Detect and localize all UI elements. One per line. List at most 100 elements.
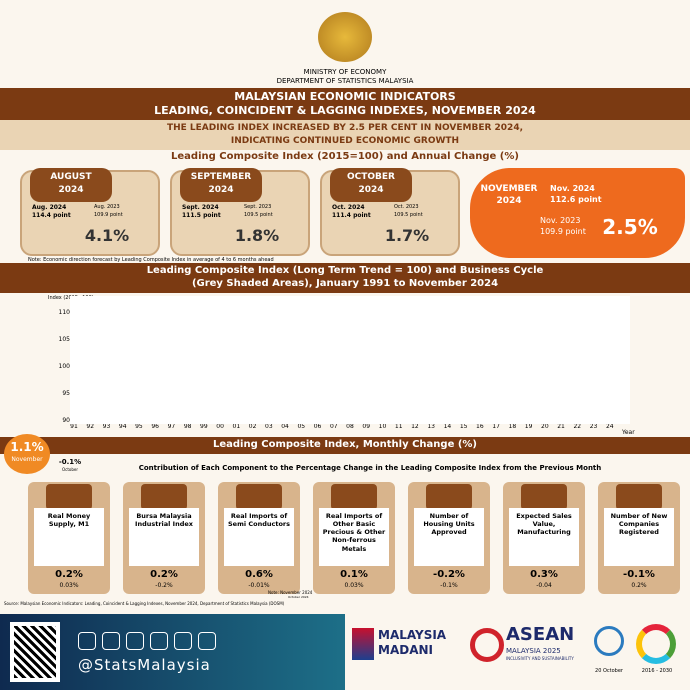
x-tick-label: 22 (573, 423, 581, 430)
component: Bursa Malaysia Industrial Index 0.2% -0.2% (123, 482, 205, 594)
x-tick-label: 91 (70, 423, 78, 430)
stats-day-date: 20 October (595, 668, 623, 674)
x-tick-label: 09 (362, 423, 370, 430)
component-name: Real Imports of Semi Conductors (228, 512, 290, 529)
month: OCTOBER (347, 172, 395, 182)
component-oct: -0.01% (248, 582, 270, 589)
chart-title: (Grey Shaded Areas), January 1991 to Nov… (191, 278, 499, 289)
month: SEPTEMBER (190, 172, 252, 182)
month-tab (330, 168, 412, 202)
component-icon (46, 484, 92, 510)
x-tick-label: 21 (557, 423, 565, 430)
x-tick-label: 20 (541, 423, 549, 430)
x-tick-label: 03 (265, 423, 273, 430)
month-tab (180, 168, 262, 202)
previous-label: Sept. 2023 (244, 204, 272, 210)
x-tick-label: 19 (525, 423, 533, 430)
x-tick-label: 15 (460, 423, 468, 430)
monthly-title: Leading Composite Index, Monthly Change … (212, 439, 477, 450)
component-nov: -0.2% (433, 569, 465, 580)
previous-value: 109.5 point (244, 212, 273, 218)
previous-value: 109.5 point (394, 212, 423, 218)
component: Expected Sales Value, Manufacturing 0.3% -… (503, 482, 585, 594)
x-tick-label: 97 (168, 423, 176, 430)
component-oct: -0.04 (536, 582, 552, 589)
component-name: Real Money Supply, M1 (47, 512, 91, 529)
component-name: Real Imports of Other Basic Precious & O… (322, 512, 386, 553)
oct-value: -0.1% (58, 458, 82, 466)
current-label: Oct. 2024 (332, 204, 365, 211)
asean-sub: MALAYSIA 2025 (506, 647, 561, 655)
title: MALAYSIAN ECONOMIC INDICATORS (234, 90, 456, 103)
component-icon (616, 484, 662, 510)
year: 2024 (208, 185, 234, 195)
social-icon (150, 632, 168, 650)
x-tick-label: 04 (281, 423, 289, 430)
x-tick-label: 05 (297, 423, 305, 430)
x-tick-label: 08 (346, 423, 354, 430)
month-card: SEPTEMBER 2024 Sept. 2024 111.5 point Sept. … (170, 168, 310, 256)
x-tick-label: 17 (492, 423, 500, 430)
component-card (224, 508, 294, 566)
component-card (414, 508, 484, 566)
title: LEADING, COINCIDENT & LAGGING INDEXES, N… (154, 104, 536, 117)
x-tick-label: 14 (444, 423, 452, 430)
contribution-heading: Contribution of Each Component to the Pe… (138, 464, 602, 472)
madani-logo (352, 628, 374, 660)
headline: INDICATING CONTINUED ECONOMIC GROWTH (230, 136, 460, 146)
component-name: Expected Sales Value, Manufacturing (516, 512, 572, 537)
component-card (129, 508, 199, 566)
component-oct: 0.2% (631, 582, 647, 589)
nov-value: 1.1% (10, 440, 44, 454)
previous-value: 109.9 point (94, 212, 123, 218)
x-tick-label: 07 (330, 423, 338, 430)
logo (318, 12, 372, 62)
monthly-band (0, 437, 690, 454)
component-card (509, 508, 579, 566)
asean-logo (470, 628, 504, 662)
annual-change: 1.7% (384, 226, 430, 245)
social-icon (78, 632, 96, 650)
annual-change: 4.1% (84, 226, 130, 245)
component-card (34, 508, 104, 566)
chart-title: Leading Composite Index (Long Term Trend… (146, 265, 544, 276)
title-band (0, 88, 690, 120)
sdg-logo (636, 624, 676, 664)
component-nov: 0.3% (530, 569, 558, 580)
latest-change: 2.5% (602, 215, 658, 239)
component: Number of New Companies Registered -0.1% 0… (598, 482, 680, 594)
social-icon (126, 632, 144, 650)
x-tick-label: 24 (606, 423, 614, 430)
x-tick-label: 10 (379, 423, 387, 430)
x-tick-label: 92 (86, 423, 94, 430)
ministry: MINISTRY OF ECONOMY (303, 68, 387, 76)
madani: MALAYSIA (378, 628, 447, 642)
current-value: 111.4 point (332, 212, 371, 219)
current-label: Aug. 2024 (32, 204, 67, 211)
annual-note: Note: Economic direction forecast by Lea… (28, 257, 274, 263)
month-card: AUGUST 2024 Aug. 2024 114.4 point Aug. 2023 1… (20, 168, 160, 256)
component-name: Number of New Companies Registered (610, 512, 668, 537)
x-tick-label: 23 (590, 423, 598, 430)
component-icon (141, 484, 187, 510)
latest-current-label: Nov. 2024 (550, 184, 595, 193)
x-tick-label: 11 (395, 423, 403, 430)
component-name: Bursa Malaysia Industrial Index (135, 512, 193, 529)
current-label: Sept. 2024 (182, 204, 219, 211)
department: DEPARTMENT OF STATISTICS MALAYSIA (276, 77, 414, 85)
y-tick-label: 105 (59, 336, 71, 343)
oct-label: October (61, 467, 78, 472)
stats-day-logo (594, 626, 624, 656)
social-icon (198, 632, 216, 650)
component-card (319, 508, 389, 566)
component-icon (426, 484, 472, 510)
x-tick-label: 13 (427, 423, 435, 430)
x-tick-label: 01 (233, 423, 241, 430)
component-oct: 0.03% (344, 582, 364, 589)
previous-label: Oct. 2023 (394, 204, 419, 210)
latest-bg (470, 168, 685, 258)
headline: THE LEADING INDEX INCREASED BY 2.5 PER C… (166, 123, 524, 133)
month-tab (30, 168, 112, 202)
component: Number of Housing Units Approved -0.2% -0.… (408, 482, 490, 594)
